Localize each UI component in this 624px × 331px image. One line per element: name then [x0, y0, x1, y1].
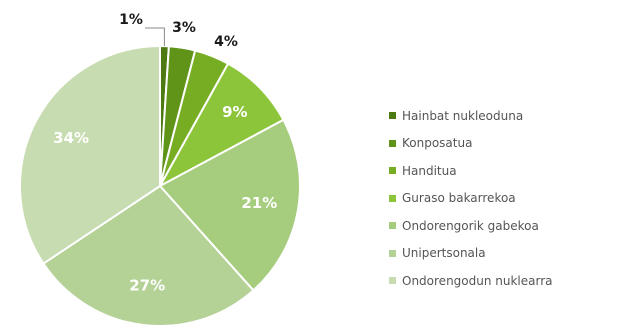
pie-slices [19, 44, 301, 327]
legend-label: Hainbat nukleoduna [402, 108, 524, 123]
pie-slice [157, 62, 285, 189]
legend-item: Unipertsonala [389, 240, 619, 268]
legend-item: Handitua [389, 157, 619, 185]
leader-lines [145, 27, 165, 47]
data-label: 3% [172, 20, 196, 36]
legend-label: Ondorengorik gabekoa [402, 218, 539, 233]
legend-swatch [389, 112, 396, 120]
data-label: 34% [53, 129, 89, 147]
legend-swatch [389, 139, 396, 147]
legend-swatch [389, 194, 396, 202]
legend-label: Unipertsonala [402, 246, 486, 261]
legend-item: Konposatua [389, 130, 619, 158]
legend-label: Ondorengodun nuklearra [402, 273, 553, 288]
legend-item: Guraso bakarrekoa [389, 185, 619, 213]
legend-label: Guraso bakarrekoa [402, 191, 516, 206]
data-label: 21% [241, 194, 277, 212]
legend-swatch [389, 249, 396, 257]
pie-slice [158, 118, 301, 292]
data-label: 9% [222, 103, 247, 121]
legend-swatch [389, 222, 396, 230]
data-labels: 1% 3% 4% 9% 21% 27% 34% [53, 12, 277, 295]
legend-label: Konposatua [402, 136, 473, 151]
data-label: 27% [129, 277, 165, 295]
legend-label: Handitua [402, 163, 457, 178]
legend-item: Hainbat nukleoduna [389, 102, 619, 130]
legend-item: Ondorengodun nuklearra [389, 267, 619, 295]
pie-slice [19, 44, 161, 265]
legend-item: Ondorengorik gabekoa [389, 212, 619, 240]
legend-swatch [389, 167, 396, 175]
legend-swatch [389, 277, 396, 285]
leader-line [145, 27, 165, 47]
pie-slice [42, 184, 255, 327]
data-label: 1% [119, 12, 143, 28]
data-label: 4% [214, 34, 238, 50]
legend: Hainbat nukleoduna Konposatua Handitua G… [389, 102, 619, 295]
